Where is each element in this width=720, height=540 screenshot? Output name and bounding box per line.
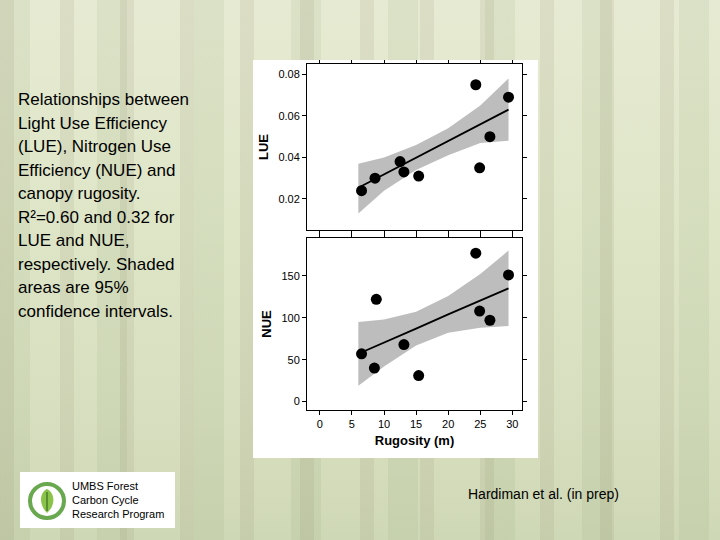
svg-text:5: 5	[349, 418, 355, 430]
html-text:respectively. Shaded: respectively. Shaded	[18, 254, 175, 274]
html-text:canopy rugosity.: canopy rugosity.	[18, 184, 141, 203]
html-text:UMBS Forest: UMBS Forest	[72, 480, 138, 492]
svg-text:0: 0	[294, 395, 300, 407]
svg-text:25: 25	[474, 418, 486, 430]
svg-text:20: 20	[442, 418, 454, 430]
svg-text:0.06: 0.06	[278, 110, 299, 122]
html-text:Research Program: Research Program	[72, 508, 165, 520]
svg-text:Rugosity (m): Rugosity (m)	[375, 433, 454, 448]
svg-text:NUE: NUE	[259, 310, 274, 338]
svg-text:0.04: 0.04	[278, 151, 299, 163]
html-text:R²=0.60 and 0.32 for: R²=0.60 and 0.32 for	[18, 207, 175, 227]
html-text:(LUE), Nitrogen Use: (LUE), Nitrogen Use	[18, 137, 172, 156]
html-text:Carbon Cycle: Carbon Cycle	[72, 494, 139, 506]
svg-text:150: 150	[281, 270, 299, 282]
html-text:Relationships between: Relationships between	[18, 90, 190, 109]
html-text:LUE and NUE,: LUE and NUE,	[18, 231, 130, 250]
svg-text:15: 15	[410, 418, 422, 430]
svg-text:100: 100	[281, 312, 299, 324]
svg-text:0.02: 0.02	[278, 193, 299, 205]
html-text:Light Use Efficiency: Light Use Efficiency	[18, 113, 167, 133]
svg-text:0.08: 0.08	[278, 68, 299, 80]
svg-text:LUE: LUE	[256, 134, 271, 160]
svg-text:10: 10	[378, 418, 390, 430]
html-text:areas are 95%: areas are 95%	[18, 278, 129, 297]
svg-text:0: 0	[317, 418, 323, 430]
html-text:confidence intervals.: confidence intervals.	[18, 301, 173, 321]
svg-text:50: 50	[288, 354, 300, 366]
html-text:Efficiency (NUE) and: Efficiency (NUE) and	[18, 160, 176, 180]
html-text:Hardiman et al. (in prep): Hardiman et al. (in prep)	[468, 486, 619, 502]
svg-text:30: 30	[506, 418, 518, 430]
